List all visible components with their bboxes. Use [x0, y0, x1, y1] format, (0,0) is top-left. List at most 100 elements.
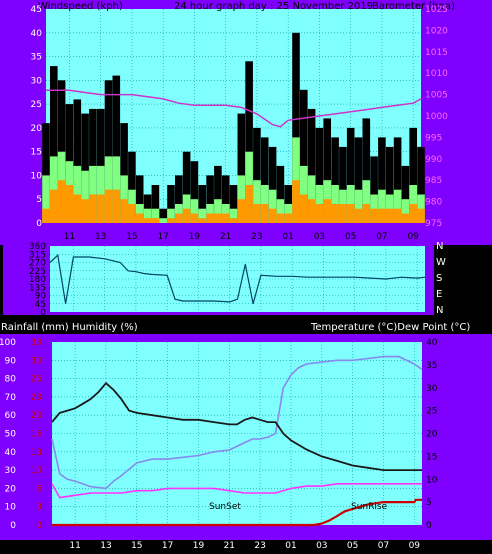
temperature-y-tick-label: 5 — [426, 498, 432, 508]
wind-low-bar — [253, 204, 261, 223]
rain-y-tick-label: 0 — [36, 521, 42, 531]
wind-y-tick-label: 15 — [31, 148, 42, 158]
wind-low-bar — [315, 204, 324, 223]
wind-low-bar — [151, 218, 160, 223]
wind-x-tick-label: 05 — [345, 232, 356, 242]
temperature-y-tick-label: 15 — [426, 452, 437, 462]
wind-gust-bar — [57, 80, 66, 223]
wind-average-bar — [229, 208, 238, 223]
wind-x-tick-label: 15 — [126, 232, 137, 242]
wind-y-tick-label: 40 — [31, 29, 43, 39]
temp-x-tick-label: 23 — [254, 541, 265, 551]
compass-label-n2: N — [436, 305, 443, 316]
wind-gust-bar — [354, 137, 363, 223]
barometer-y-tick-label: 1005 — [425, 91, 448, 101]
wind-gust-bar — [253, 127, 261, 223]
wind-low-bar — [214, 213, 222, 223]
wind-gust-bar — [42, 123, 50, 223]
wind-x-tick-label: 09 — [407, 232, 419, 242]
wind-low-bar — [409, 204, 417, 223]
wind-low-bar — [378, 208, 386, 223]
wind-gust-bar — [237, 113, 246, 223]
wind-x-tick-label: 23 — [251, 232, 262, 242]
temp-x-tick-label: 01 — [285, 541, 296, 551]
wind-gust-bar — [385, 146, 394, 223]
graph-title: 24 hour graph day : 25 November 2019 — [174, 1, 373, 12]
wind-low-bar — [370, 208, 378, 223]
barometer-y-tick-label: 1000 — [425, 112, 448, 122]
temp-x-tick-label: 07 — [378, 541, 389, 551]
wind-low-bar — [221, 213, 230, 223]
wind-gust-bar — [73, 99, 82, 223]
wind-average-bar — [300, 165, 308, 223]
wind-x-tick-label: 11 — [64, 232, 75, 242]
wind-gust-bar — [292, 32, 300, 223]
wind-average-bar — [73, 165, 82, 223]
barometer-y-tick-label: 1020 — [425, 26, 448, 36]
humidity-y-tick-label: 20 — [5, 484, 17, 494]
wind-low-bar — [284, 213, 292, 223]
wind-gust-bar — [393, 137, 402, 223]
humidity-y-tick-label: 80 — [5, 375, 17, 385]
wind-gust-bar — [229, 185, 238, 223]
humidity-y-tick-label: 50 — [5, 430, 17, 440]
wind-low-bar — [401, 213, 410, 223]
wind-gust-bar — [128, 151, 136, 223]
direction-y-tick-label: 270 — [29, 259, 46, 269]
temperature-y-tick-label: 0 — [426, 521, 432, 531]
wind-average-bar — [362, 180, 371, 223]
wind-low-bar — [276, 213, 285, 223]
temperature-chart: 0102030405060708090100036101316202326303… — [0, 338, 438, 551]
wind-gust-bar — [206, 175, 214, 223]
wind-average-bar — [190, 199, 199, 223]
wind-low-bar — [198, 218, 206, 223]
wind-gust-bar — [214, 165, 222, 223]
wind-low-bar — [260, 204, 269, 223]
humidity-y-tick-label: 40 — [5, 448, 17, 458]
temperature-axis-title: Temperature (°C)Dew Point (°C) — [310, 322, 470, 333]
wind-gust-bar — [159, 208, 167, 223]
barometer-y-tick-label: 995 — [425, 133, 442, 143]
temp-plot-area — [52, 342, 422, 525]
wind-average-bar — [159, 218, 167, 223]
wind-low-bar — [65, 185, 74, 223]
wind-average-bar — [143, 208, 152, 223]
wind-low-bar — [167, 218, 175, 223]
bottom-divider — [0, 540, 492, 554]
wind-y-tick-label: 45 — [31, 5, 42, 15]
wind-average-bar — [96, 165, 105, 223]
temperature-y-tick-label: 10 — [426, 475, 438, 485]
wind-average-bar — [42, 175, 50, 223]
wind-low-bar — [190, 213, 199, 223]
wind-average-bar — [214, 199, 222, 223]
wind-low-bar — [339, 204, 347, 223]
wind-low-bar — [143, 218, 152, 223]
wind-low-bar — [112, 189, 121, 223]
wind-low-bar — [89, 194, 97, 223]
temp-x-tick-label: 17 — [162, 541, 173, 551]
wind-gust-bar — [81, 113, 89, 223]
direction-y-tick-label: 180 — [29, 275, 46, 285]
temp-x-tick-label: 05 — [347, 541, 358, 551]
wind-average-bar — [393, 189, 402, 223]
wind-y-tick-label: 5 — [36, 195, 42, 205]
wind-gust-bar — [221, 175, 230, 223]
wind-gust-bar — [151, 185, 160, 223]
temperature-y-tick-label: 35 — [426, 361, 437, 371]
rain-humidity-axis-title: Rainfall (mm) Humidity (%) — [1, 322, 138, 333]
wind-gust-bar — [135, 175, 144, 223]
humidity-y-tick-label: 30 — [5, 466, 17, 476]
wind-low-bar — [292, 180, 300, 223]
wind-gust-bar — [175, 175, 183, 223]
wind-y-tick-label: 35 — [31, 53, 42, 63]
humidity-line — [51, 355, 423, 490]
humidity-y-tick-label: 0 — [10, 521, 16, 531]
temp-x-tick-label: 21 — [224, 541, 235, 551]
compass-label-w: W — [436, 257, 446, 268]
rainfall-line — [52, 498, 422, 527]
wind-low-bar — [346, 204, 355, 223]
wind-low-bar — [385, 208, 394, 223]
rain-y-tick-label: 16 — [31, 430, 43, 440]
wind-gust-bar — [300, 89, 308, 223]
